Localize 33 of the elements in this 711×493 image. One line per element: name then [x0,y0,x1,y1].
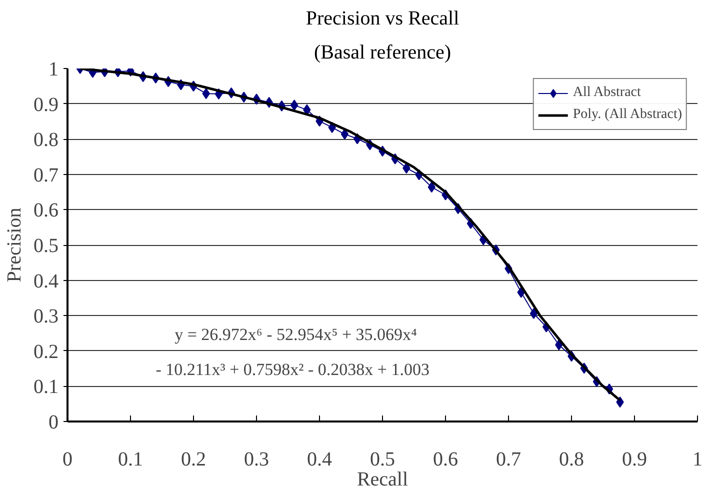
x-tick-label: 0.3 [244,448,269,470]
chart-title: Precision vs Recall [306,8,460,30]
legend-label: Poly. (All Abstract) [572,107,682,123]
y-axis-title: Precision [4,208,26,282]
x-tick-label: 0.5 [370,448,395,470]
y-tick-label: 0.7 [34,164,58,186]
y-tick-label: 0 [48,412,58,434]
y-tick-label: 0.1 [34,376,58,398]
y-tick-label: 0.9 [34,94,58,116]
x-tick-label: 0.4 [307,448,332,470]
x-tick-label: 0.2 [181,448,206,470]
y-tick-label: 1 [48,58,58,80]
x-tick-label: 0.1 [118,448,143,470]
y-tick-label: 0.5 [34,235,58,257]
annotation: - 10.211x³ + 0.7598x² - 0.2038x + 1.003 [156,360,430,380]
x-tick-label: 0 [62,448,72,470]
x-tick-label: 0.7 [496,448,521,470]
x-tick-label: 0.9 [622,448,647,470]
legend-label: All Abstract [572,85,641,101]
point [530,308,538,319]
point [290,100,298,111]
y-tick-label: 0.6 [34,200,58,222]
y-tick-label: 0.8 [34,129,58,152]
chart-subtitle: (Basal reference) [314,42,452,64]
x-axis-title: Recall [356,468,408,490]
x-tick-label: 1 [692,448,702,470]
y-tick-label: 0.4 [34,270,58,292]
x-tick-label: 0.8 [559,448,584,470]
x-tick-label: 0.6 [433,448,458,470]
y-tick-label: 0.2 [34,340,58,363]
y-tick-label: 0.3 [34,306,58,328]
point [340,128,349,140]
annotation: y = 26.972x⁶ - 52.954x⁵ + 35.069x⁴ [174,324,418,344]
